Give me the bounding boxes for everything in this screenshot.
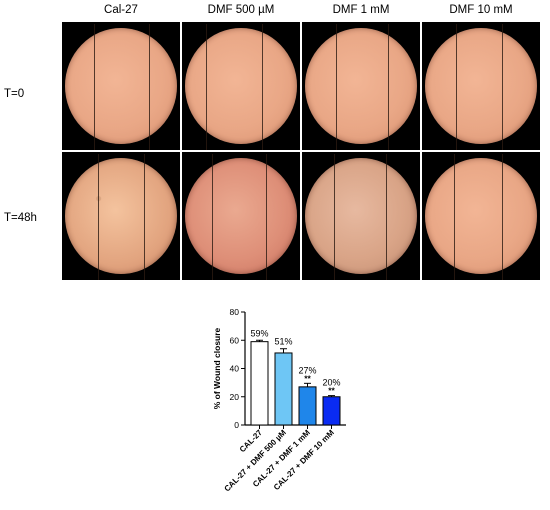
wound-field-image xyxy=(65,158,177,274)
data-label: 27% xyxy=(298,365,316,375)
wound-field-image xyxy=(305,158,417,274)
micrograph-dmf-10mm-t48h xyxy=(422,152,540,280)
micrograph-cal27-t48h xyxy=(62,152,180,280)
bar xyxy=(322,396,341,426)
wound-edge-line xyxy=(386,154,387,280)
wound-edge-line xyxy=(388,24,389,150)
wound-edge-line xyxy=(262,24,263,150)
wound-edge-line xyxy=(212,154,213,280)
data-label: 59% xyxy=(250,328,268,338)
y-tick-label: 0 xyxy=(234,420,239,430)
bar xyxy=(274,352,293,426)
y-tick-label: 20 xyxy=(230,392,240,402)
wound-edge-line xyxy=(149,24,150,150)
wound-field-image xyxy=(185,158,297,274)
wound-edge-line xyxy=(98,154,99,280)
column-label-cal27: Cal-27 xyxy=(104,4,138,16)
data-label: 20% xyxy=(322,378,340,388)
y-tick-label: 80 xyxy=(230,307,240,317)
y-tick-label: 40 xyxy=(230,364,240,374)
wound-field-image xyxy=(425,28,537,144)
wound-edge-line xyxy=(502,24,503,150)
wound-field-image xyxy=(425,158,537,274)
data-label: 51% xyxy=(274,337,292,347)
bar xyxy=(250,341,269,426)
significance-marker: ** xyxy=(304,373,311,383)
micrograph-dmf-500um-t0 xyxy=(182,22,300,150)
wound-edge-line xyxy=(502,154,503,280)
wound-edge-line xyxy=(206,24,207,150)
micrograph-dmf-10mm-t0 xyxy=(422,22,540,150)
wound-edge-line xyxy=(336,24,337,150)
row-label-t0: T=0 xyxy=(4,88,25,100)
wound-edge-line xyxy=(266,154,267,280)
column-label-dmf-1mm: DMF 1 mM xyxy=(332,4,390,16)
wound-edge-line xyxy=(144,154,145,280)
column-label-dmf-10mm: DMF 10 mM xyxy=(449,4,513,16)
wound-edge-line xyxy=(94,24,95,150)
y-tick-label: 60 xyxy=(230,335,240,345)
y-axis-label: % of Wound closure xyxy=(212,327,222,409)
wound-edge-line xyxy=(334,154,335,280)
wound-edge-line xyxy=(456,24,457,150)
micrograph-cal27-t0 xyxy=(62,22,180,150)
bar xyxy=(298,386,317,426)
wound-field-image xyxy=(305,28,417,144)
micrograph-dmf-1mm-t0 xyxy=(302,22,420,150)
row-label-t48h: T=48h xyxy=(4,212,37,224)
wound-field-image xyxy=(65,28,177,144)
wound-edge-line xyxy=(454,154,455,280)
wound-field-image xyxy=(185,28,297,144)
column-label-dmf-500um: DMF 500 µM xyxy=(207,4,275,16)
significance-marker: ** xyxy=(328,386,335,396)
micrograph-dmf-500um-t48h xyxy=(182,152,300,280)
micrograph-dmf-1mm-t48h xyxy=(302,152,420,280)
